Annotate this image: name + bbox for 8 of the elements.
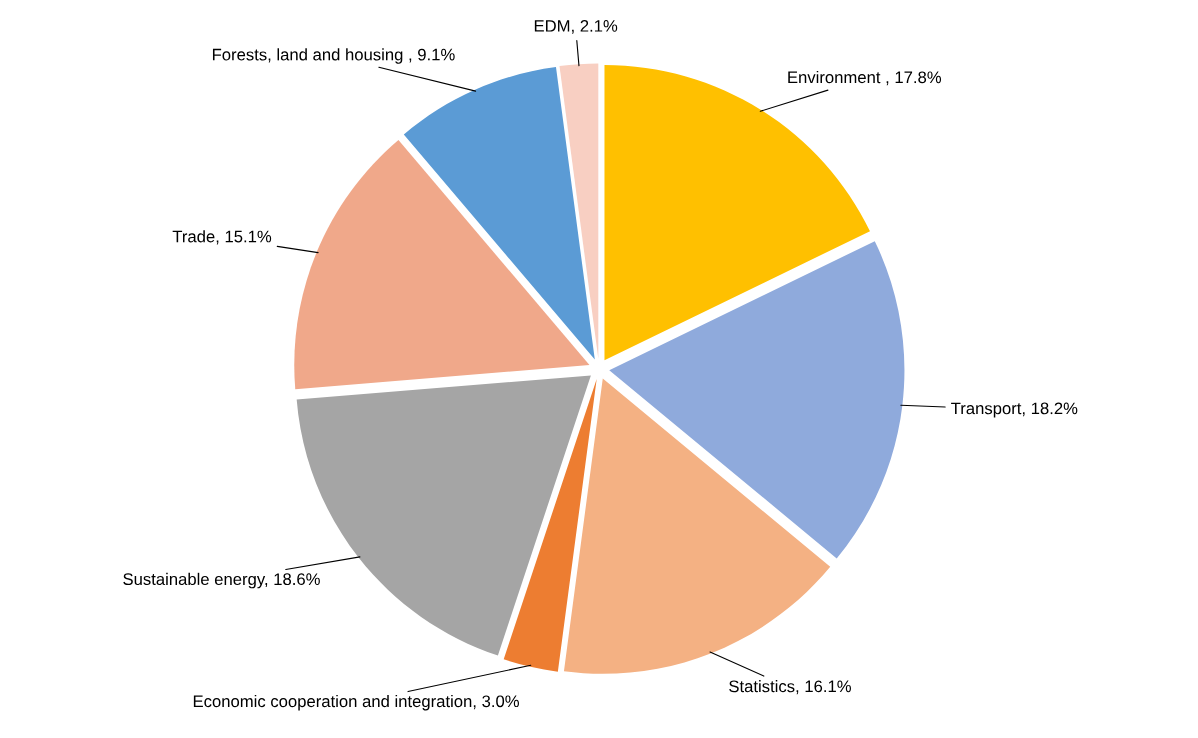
slice-label: Transport, 18.2% — [951, 402, 1078, 418]
slice-label: Statistics, 16.1% — [729, 680, 851, 695]
slice-label: Forests, land and housing , 9.1% — [212, 48, 455, 64]
slice-label: Environment , 17.8% — [788, 70, 942, 86]
slice-label: Trade, 15.1% — [172, 230, 272, 245]
slice-label: Sustainable energy, 18.6% — [123, 572, 320, 589]
slice-label: Economic cooperation and integration, 3.0% — [193, 694, 519, 711]
slice-label: EDM, 2.1% — [534, 19, 618, 34]
